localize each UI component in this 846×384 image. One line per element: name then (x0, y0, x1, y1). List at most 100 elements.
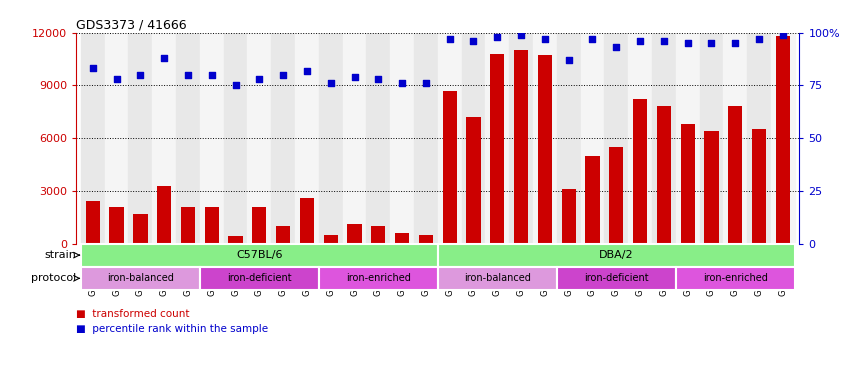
Point (609, 44, 623, 50)
Point (705, 40, 718, 46)
Point (538, 36, 552, 42)
Bar (343, 33, 366, 243)
Bar (205, 207, 219, 243)
Point (86, 65, 100, 71)
Bar (676, 267, 794, 290)
Bar (223, 33, 247, 243)
Bar (442, 91, 457, 243)
Bar (252, 207, 266, 243)
Text: protocol: protocol (31, 273, 77, 283)
Text: iron-deficient: iron-deficient (584, 273, 649, 283)
Bar (437, 33, 462, 243)
Point (443, 36, 457, 42)
Bar (200, 267, 319, 290)
Point (371, 76, 385, 82)
Point (395, 80, 409, 86)
Bar (580, 33, 604, 243)
Bar (533, 33, 557, 243)
Bar (129, 33, 152, 243)
Text: iron-balanced: iron-balanced (107, 273, 173, 283)
Bar (747, 33, 771, 243)
Bar (319, 33, 343, 243)
Bar (81, 33, 105, 243)
Bar (680, 124, 695, 243)
Bar (348, 224, 361, 243)
Text: GDS3373 / 41666: GDS3373 / 41666 (76, 18, 187, 31)
Point (134, 72, 147, 78)
Text: ■  percentile rank within the sample: ■ percentile rank within the sample (76, 324, 268, 334)
Bar (585, 156, 600, 243)
Text: iron-balanced: iron-balanced (464, 273, 530, 283)
Text: ■  transformed count: ■ transformed count (76, 309, 190, 319)
Bar (466, 117, 481, 243)
Point (157, 55, 171, 61)
Point (110, 76, 124, 82)
Bar (486, 33, 509, 243)
Bar (509, 33, 533, 243)
Bar (676, 33, 700, 243)
Bar (81, 267, 200, 290)
Bar (609, 147, 624, 243)
Bar (704, 131, 718, 243)
Bar (557, 33, 580, 243)
Point (681, 40, 695, 46)
Bar (776, 36, 790, 243)
Text: iron-enriched: iron-enriched (703, 273, 767, 283)
Point (634, 38, 647, 44)
Bar (414, 33, 437, 243)
Bar (228, 237, 243, 243)
Bar (514, 50, 528, 243)
Bar (133, 214, 147, 243)
Point (467, 38, 481, 44)
Bar (628, 33, 652, 243)
Bar (723, 33, 747, 243)
Point (300, 68, 314, 74)
Point (253, 76, 266, 82)
Point (562, 57, 575, 63)
Bar (728, 106, 742, 243)
Bar (157, 185, 171, 243)
Point (491, 34, 504, 40)
Bar (181, 207, 195, 243)
Bar (395, 233, 409, 243)
Bar (295, 33, 319, 243)
Point (514, 31, 528, 38)
Point (277, 72, 290, 78)
Bar (85, 201, 100, 243)
Bar (299, 198, 314, 243)
Bar (176, 33, 200, 243)
Bar (323, 235, 338, 243)
Bar (272, 33, 295, 243)
Bar (771, 33, 794, 243)
Point (205, 72, 218, 78)
Point (348, 74, 361, 80)
Bar (200, 33, 223, 243)
Bar (604, 33, 628, 243)
Bar (437, 243, 794, 267)
Bar (419, 235, 433, 243)
Bar (247, 33, 272, 243)
Bar (109, 207, 124, 243)
Bar (276, 226, 290, 243)
Bar (633, 99, 647, 243)
Point (324, 80, 338, 86)
Bar (366, 33, 390, 243)
Bar (462, 33, 486, 243)
Bar (319, 267, 437, 290)
Bar (371, 226, 386, 243)
Bar (652, 33, 676, 243)
Text: DBA/2: DBA/2 (599, 250, 634, 260)
Bar (700, 33, 723, 243)
Point (181, 72, 195, 78)
Text: strain: strain (45, 250, 77, 260)
Point (728, 40, 742, 46)
Text: iron-deficient: iron-deficient (227, 273, 292, 283)
Point (776, 31, 789, 38)
Bar (390, 33, 414, 243)
Bar (152, 33, 176, 243)
Bar (81, 243, 437, 267)
Point (419, 80, 432, 86)
Point (752, 36, 766, 42)
Bar (562, 189, 576, 243)
Text: iron-enriched: iron-enriched (346, 273, 411, 283)
